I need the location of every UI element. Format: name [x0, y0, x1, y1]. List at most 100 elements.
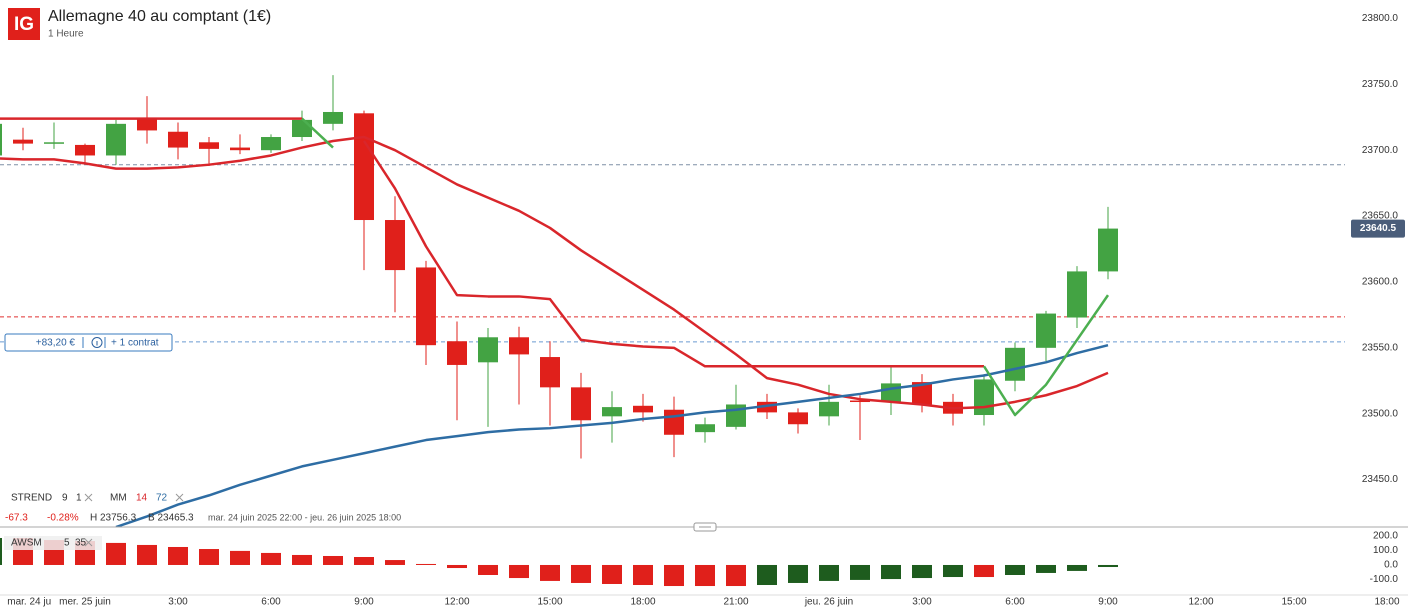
- osc-bar: [292, 554, 312, 565]
- x-tick-label: 18:00: [1374, 597, 1399, 608]
- date-range: mar. 24 juin 2025 22:00 - jeu. 26 juin 2…: [208, 512, 401, 522]
- y-tick-label: 23700.0: [1362, 145, 1399, 156]
- x-tick-label: 6:00: [261, 597, 281, 608]
- candle-body: [44, 142, 64, 144]
- osc-bar: [1036, 564, 1056, 573]
- position-size: + 1 contrat: [111, 338, 159, 349]
- osc-bar: [943, 564, 963, 578]
- oscillator: [0, 537, 1118, 587]
- candle-body: [292, 119, 312, 138]
- change: -67.3: [5, 513, 28, 524]
- x-tick-label: 18:00: [630, 597, 655, 608]
- osc-bar: [664, 564, 684, 587]
- candle-body: [509, 337, 529, 355]
- osc-bar: [199, 549, 219, 565]
- candle-body: [819, 401, 839, 417]
- osc-bar: [912, 564, 932, 579]
- candle-body: [199, 142, 219, 149]
- osc-bar: [602, 564, 622, 584]
- osc-tick-label: -100.0: [1370, 574, 1399, 585]
- candle-body: [0, 123, 2, 156]
- osc-tick-label: 0.0: [1384, 560, 1398, 571]
- plot: [0, 75, 1345, 527]
- remove-icon[interactable]: [84, 538, 93, 547]
- candle-body: [850, 400, 870, 403]
- osc-bar: [540, 564, 560, 581]
- osc-bar: [137, 544, 157, 565]
- osc-tick-label: 100.0: [1373, 545, 1398, 556]
- x-tick-label: 21:00: [723, 597, 748, 608]
- x-tick-label: 12:00: [444, 597, 469, 608]
- osc-tick-label: 200.0: [1373, 531, 1398, 542]
- legend-label: STREND: [11, 493, 52, 504]
- position-pnl: +83,20 €: [36, 338, 76, 349]
- candle-body: [385, 220, 405, 271]
- title: Allemagne 40 au comptant (1€): [48, 8, 271, 25]
- legend-param: 72: [156, 493, 168, 504]
- x-tick-label: jeu. 26 juin: [804, 597, 853, 608]
- last-price-label: 23640.5: [1360, 223, 1397, 234]
- candle-body: [478, 337, 498, 363]
- osc-bar: [819, 564, 839, 581]
- osc-bar: [1098, 564, 1118, 568]
- osc-bar: [726, 564, 746, 587]
- position-box[interactable]: [4, 333, 173, 352]
- legend-param: 9: [62, 493, 68, 504]
- interval: 1 Heure: [48, 29, 84, 40]
- osc-bar: [478, 564, 498, 575]
- osc-bar: [323, 555, 343, 565]
- osc-bar: [385, 560, 405, 565]
- candle-body: [447, 341, 467, 365]
- legend-param: 14: [136, 493, 148, 504]
- x-tick-label: 15:00: [1281, 597, 1306, 608]
- x-tick-label: 6:00: [1005, 597, 1025, 608]
- osc-bar: [881, 564, 901, 580]
- y-tick-label: 23450.0: [1362, 474, 1399, 485]
- indicator-line: [301, 117, 1110, 417]
- x-tick-label: mar. 24 ju: [7, 597, 51, 608]
- osc-bar: [416, 563, 436, 565]
- osc-bar: [230, 550, 250, 565]
- y-tick-label: 23600.0: [1362, 277, 1399, 288]
- x-tick-label: 3:00: [912, 597, 932, 608]
- candle-body: [974, 379, 994, 416]
- indicator-line: [0, 117, 984, 368]
- change-pct: -0.28%: [47, 513, 79, 524]
- osc-bar: [695, 564, 715, 587]
- osc-bar: [509, 564, 529, 579]
- candle-body: [571, 387, 591, 421]
- candle-body: [757, 401, 777, 413]
- info-icon[interactable]: [91, 337, 103, 348]
- remove-icon[interactable]: [175, 493, 184, 502]
- candle-body: [540, 357, 560, 388]
- osc-legend-bg: [4, 536, 102, 550]
- osc-bar: [354, 557, 374, 565]
- candle-body: [1067, 271, 1087, 318]
- high: H 23756.3: [90, 513, 137, 524]
- y-tick-label: 23750.0: [1362, 79, 1399, 90]
- indicator-line: [115, 343, 1109, 527]
- candle-body: [664, 409, 684, 435]
- x-tick-label: 15:00: [537, 597, 562, 608]
- last-price-tag: [1351, 219, 1405, 238]
- legend-param: 1: [76, 493, 82, 504]
- indicator-line: [0, 135, 1109, 410]
- candle-body: [602, 407, 622, 417]
- candle-body: [168, 131, 188, 148]
- y-tick-label: 23500.0: [1362, 408, 1399, 419]
- osc-param: 35: [75, 538, 87, 549]
- osc-bar: [106, 542, 126, 565]
- x-tick-label: 9:00: [354, 597, 374, 608]
- candle-body: [788, 412, 808, 425]
- candle-body: [633, 405, 653, 413]
- x-tick-label: 9:00: [1098, 597, 1118, 608]
- candle-body: [1036, 313, 1056, 348]
- osc-bar: [447, 564, 467, 569]
- osc-bar: [974, 564, 994, 578]
- candle-body: [1005, 347, 1025, 381]
- low: B 23465.3: [148, 513, 194, 524]
- x-tick-label: mer. 25 juin: [59, 597, 111, 608]
- remove-icon[interactable]: [84, 493, 93, 502]
- candle-body: [881, 383, 901, 402]
- osc-bar: [850, 564, 870, 580]
